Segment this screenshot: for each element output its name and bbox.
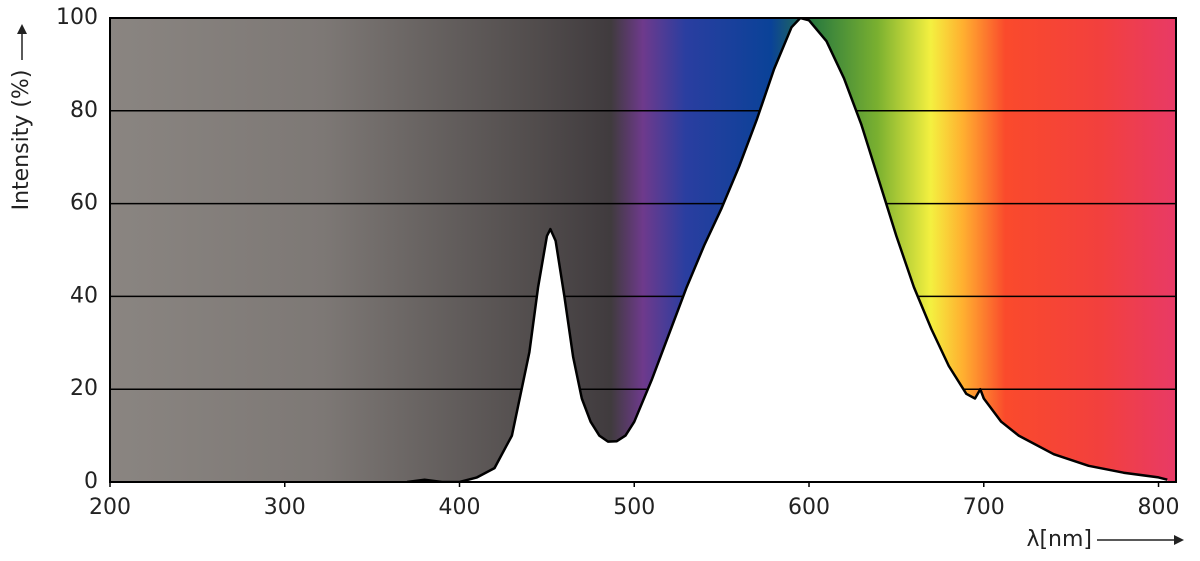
plot-frame <box>109 17 1177 483</box>
y-tick-label: 60 <box>70 191 98 216</box>
x-tick-label: 700 <box>963 495 1005 520</box>
y-tick-label: 0 <box>84 469 98 494</box>
y-tick-label: 20 <box>70 376 98 401</box>
y-axis-label: Intensity (%) <box>9 70 34 211</box>
spectrum-line <box>406 18 1168 482</box>
x-tick-label: 300 <box>264 495 306 520</box>
x-tick-label: 800 <box>1138 495 1180 520</box>
area-fill <box>407 18 1168 482</box>
y-tick-label: 80 <box>70 98 98 123</box>
x-tick-label: 400 <box>439 495 481 520</box>
x-axis-label: λ[nm] <box>1026 527 1092 552</box>
x-axis-arrowhead <box>1174 535 1184 545</box>
x-tick-label: 500 <box>613 495 655 520</box>
x-tick-label: 200 <box>89 495 131 520</box>
y-axis-arrowhead <box>17 24 27 34</box>
x-tick-label: 600 <box>788 495 830 520</box>
plot-area <box>110 18 1176 482</box>
y-tick-label: 100 <box>56 5 98 30</box>
y-tick-label: 40 <box>70 283 98 308</box>
